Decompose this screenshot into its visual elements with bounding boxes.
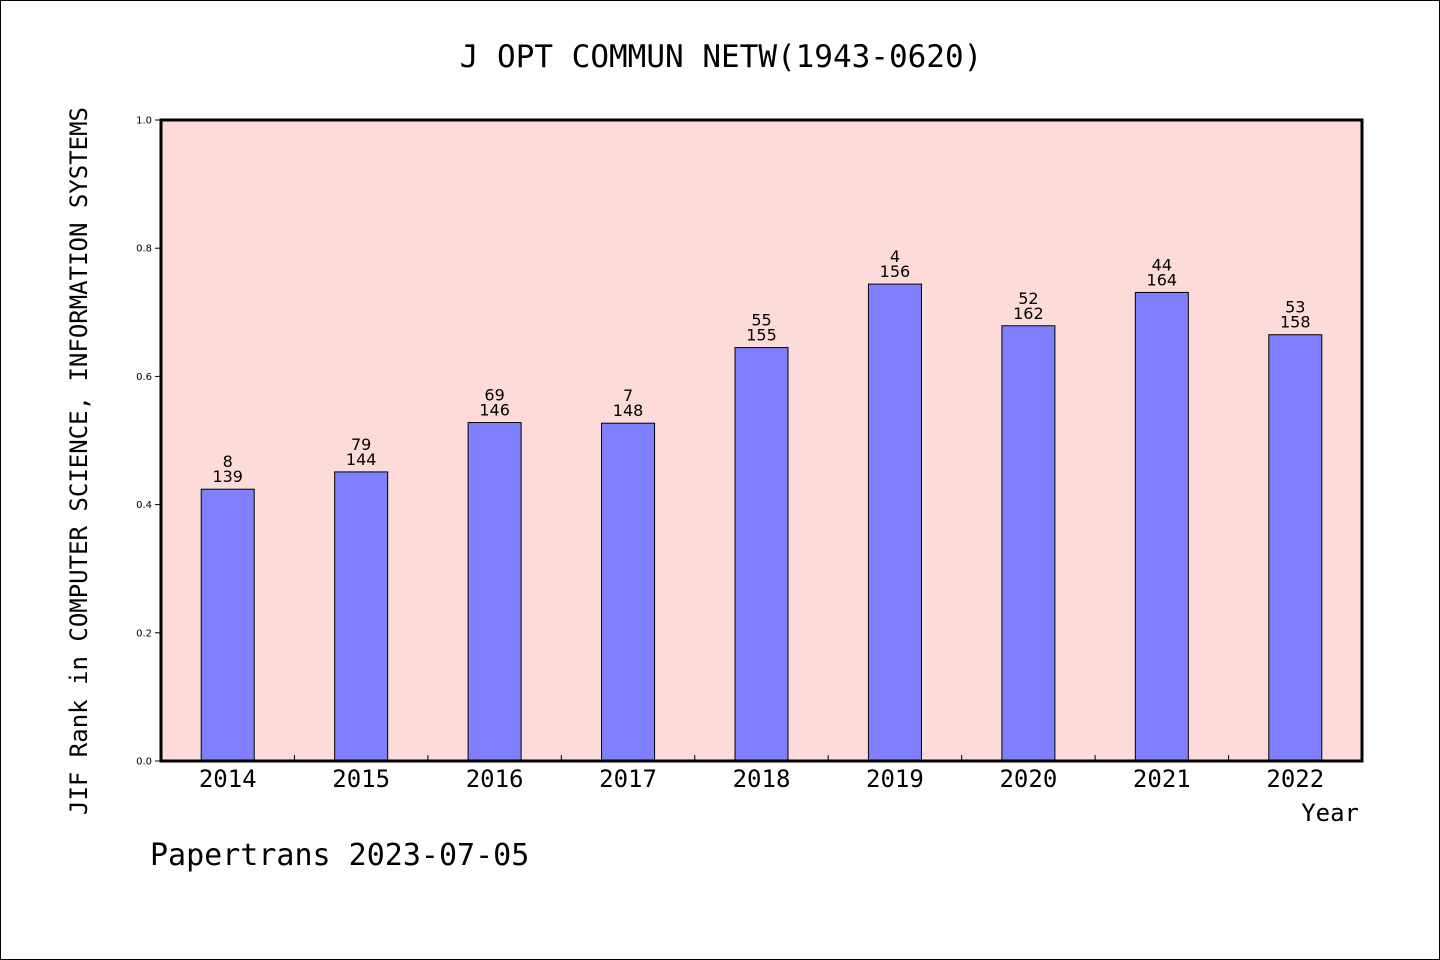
bar-label-top: 44 xyxy=(1152,255,1172,274)
x-tick-label: 2021 xyxy=(1133,765,1191,793)
bar-label-bottom: 155 xyxy=(746,326,777,345)
bar-label-bottom: 148 xyxy=(613,401,644,420)
bar-2022 xyxy=(1268,334,1323,762)
bar-label-top: 8 xyxy=(223,452,233,471)
bar-2015 xyxy=(334,471,389,762)
x-tick-label: 2016 xyxy=(466,765,524,793)
bar-label-top: 69 xyxy=(484,386,504,405)
x-axis-label: Year xyxy=(1301,799,1359,827)
bar-label-top: 7 xyxy=(623,386,633,405)
bar-label-top: 79 xyxy=(351,435,371,454)
y-axis-ticks: 0.0 0.2 0.4 0.6 0.8 1.0 xyxy=(136,116,161,768)
bar-2018 xyxy=(734,347,789,762)
footer-stamp: Papertrans 2023-07-05 xyxy=(150,838,529,873)
bar-label-bottom: 144 xyxy=(346,450,377,469)
y-tick-label: 0.4 xyxy=(136,500,152,511)
bar-label-bottom: 146 xyxy=(479,401,510,420)
bar-label-bottom: 156 xyxy=(880,262,911,281)
x-tick-label: 2017 xyxy=(599,765,657,793)
bar-2020 xyxy=(1001,325,1056,762)
y-axis-label: JIF Rank in COMPUTER SCIENCE, INFORMATIO… xyxy=(65,107,93,815)
y-tick-label: 0.8 xyxy=(136,244,152,255)
bar-label-bottom: 164 xyxy=(1147,270,1178,289)
x-tick-label: 2019 xyxy=(866,765,924,793)
x-tick-label: 2014 xyxy=(199,765,257,793)
plot-frame xyxy=(159,118,1364,763)
y-tick-label: 0.6 xyxy=(136,372,152,383)
bar-label-bottom: 139 xyxy=(212,467,243,486)
bar-2016 xyxy=(467,422,522,762)
bar-label-top: 4 xyxy=(890,247,900,266)
bars-group xyxy=(200,283,1323,762)
x-tick-label: 2020 xyxy=(999,765,1057,793)
bar-2021 xyxy=(1134,291,1189,762)
bar-label-bottom: 162 xyxy=(1013,304,1044,323)
x-tick-label: 2018 xyxy=(733,765,791,793)
bar-2019 xyxy=(867,283,922,762)
y-tick-label: 0.2 xyxy=(136,628,152,639)
chart-title: J OPT COMMUN NETW(1943-0620) xyxy=(460,39,983,75)
bar-label-top: 55 xyxy=(751,311,771,330)
bar-label-bottom: 158 xyxy=(1280,313,1311,332)
x-axis-ticks: 2014 2015 2016 2017 2018 2019 2020 2021 2022 xyxy=(199,755,1324,793)
bar-label-top: 53 xyxy=(1285,298,1305,317)
x-tick-label: 2022 xyxy=(1266,765,1324,793)
y-tick-label: 1.0 xyxy=(136,116,152,127)
y-tick-label: 0.0 xyxy=(136,757,152,768)
bar-2017 xyxy=(601,422,656,762)
bar-label-top: 52 xyxy=(1018,289,1038,308)
bar-2014 xyxy=(200,488,255,762)
x-tick-label: 2015 xyxy=(332,765,390,793)
